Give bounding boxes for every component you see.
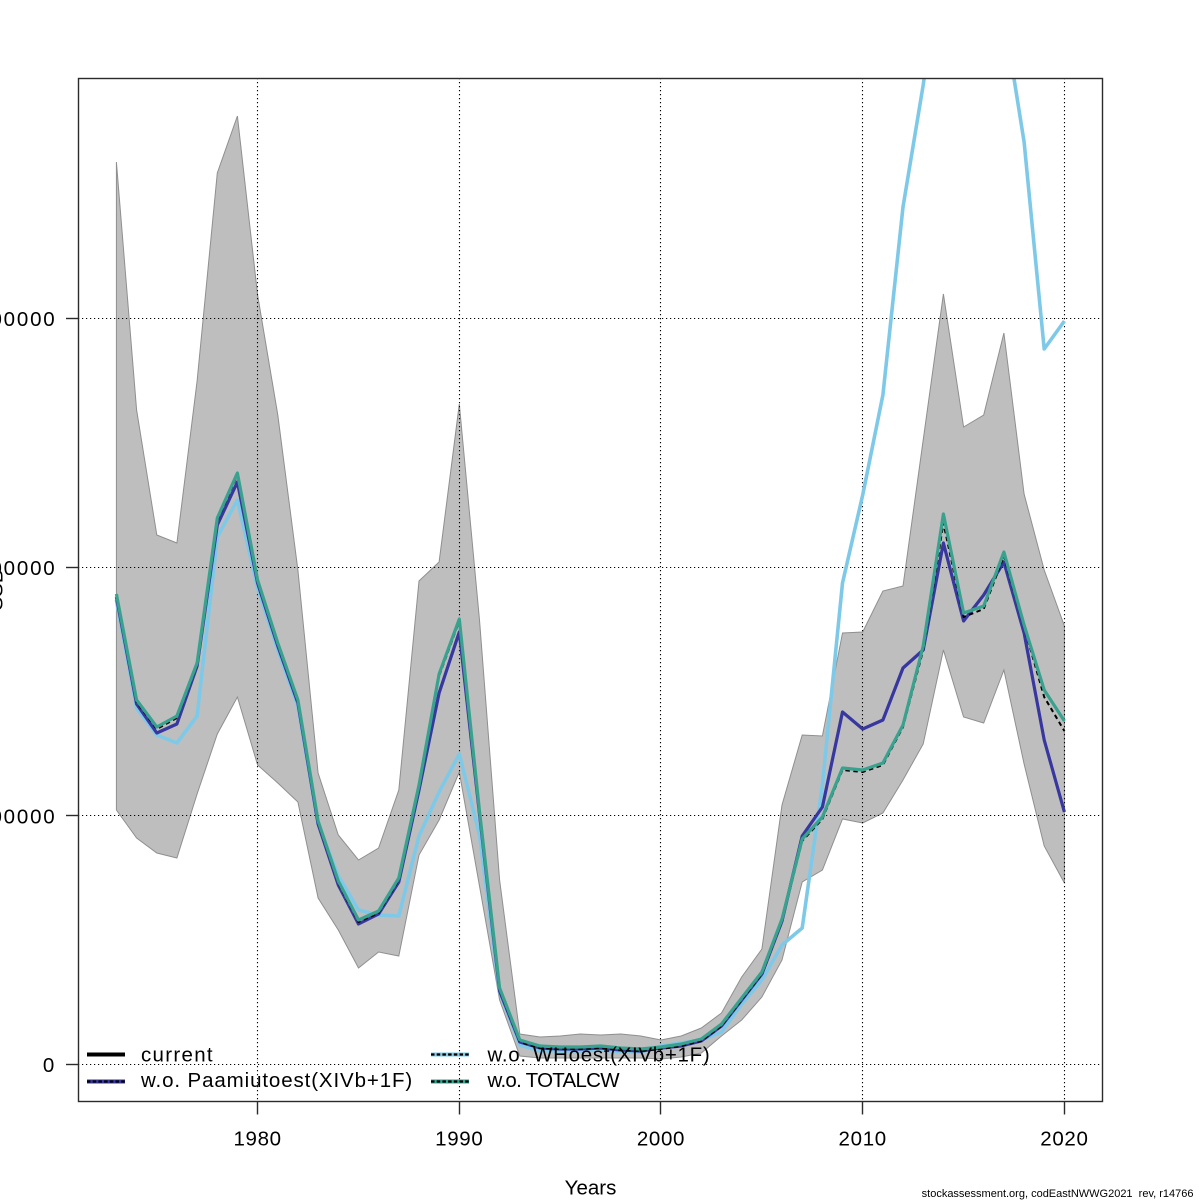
svg-text:stockassessment.org, codEastNW: stockassessment.org, codEastNWWG2021 rev… xyxy=(922,1188,1194,1200)
svg-text:1990: 1990 xyxy=(435,1128,483,1151)
svg-text:SSB: SSB xyxy=(0,569,8,610)
svg-text:w.o. Paamiutoest(XIVb+1F): w.o. Paamiutoest(XIVb+1F) xyxy=(140,1069,413,1092)
svg-text:1980: 1980 xyxy=(233,1128,281,1151)
svg-text:300000: 300000 xyxy=(0,308,57,331)
svg-text:2010: 2010 xyxy=(839,1128,887,1151)
svg-text:Years: Years xyxy=(565,1177,617,1200)
svg-text:2000: 2000 xyxy=(637,1128,685,1151)
svg-text:100000: 100000 xyxy=(0,805,57,828)
svg-text:current: current xyxy=(141,1044,214,1067)
svg-text:w.o. TOTALCW: w.o. TOTALCW xyxy=(487,1069,621,1092)
svg-text:w.o. WHoest(XIVb+1F): w.o. WHoest(XIVb+1F) xyxy=(487,1044,711,1067)
svg-text:0: 0 xyxy=(43,1054,55,1077)
svg-text:2020: 2020 xyxy=(1040,1128,1088,1151)
